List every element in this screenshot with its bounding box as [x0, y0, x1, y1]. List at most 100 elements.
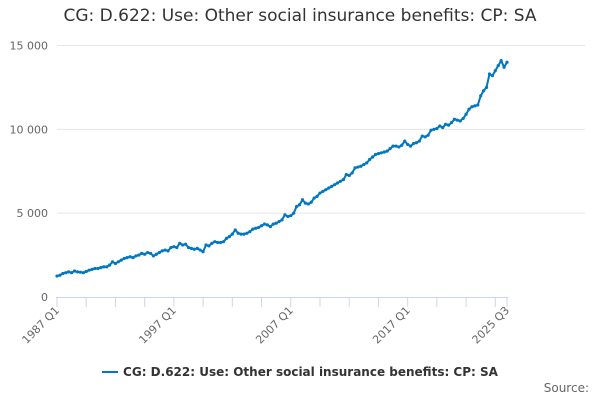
data-point	[154, 252, 158, 256]
data-point	[484, 85, 489, 90]
data-point	[289, 214, 293, 218]
data-point	[122, 256, 126, 261]
legend-label: CG: D.622: Use: Other social insurance b…	[123, 365, 498, 379]
data-point	[292, 211, 296, 215]
data-point	[473, 104, 477, 108]
data-point	[131, 255, 135, 260]
data-point	[145, 250, 150, 255]
data-point	[321, 189, 325, 193]
data-point	[172, 245, 176, 249]
data-point	[338, 179, 343, 183]
data-point	[444, 122, 448, 126]
data-point	[332, 183, 337, 187]
data-point	[312, 196, 316, 200]
data-point	[420, 134, 424, 138]
legend-line-symbol-icon	[102, 370, 119, 373]
legend-item[interactable]: CG: D.622: Use: Other social insurance b…	[0, 365, 600, 379]
data-point	[110, 260, 115, 264]
data-point	[189, 246, 194, 250]
data-point	[394, 144, 398, 148]
data-point	[105, 265, 109, 269]
data-point	[324, 188, 328, 192]
data-point	[455, 118, 459, 122]
data-point	[423, 135, 427, 139]
data-point	[55, 274, 59, 278]
data-point	[143, 252, 147, 256]
y-tick-label: 0	[41, 291, 48, 304]
data-point	[356, 165, 360, 169]
data-point	[227, 235, 232, 239]
data-point	[359, 164, 363, 168]
data-point	[441, 126, 445, 130]
data-point	[151, 254, 156, 258]
data-point	[373, 152, 378, 157]
data-point	[81, 271, 85, 275]
data-point	[181, 243, 185, 247]
data-point	[280, 218, 284, 222]
data-point	[160, 249, 164, 253]
data-point	[274, 221, 278, 225]
data-point	[183, 242, 188, 246]
data-point	[224, 236, 229, 240]
data-point	[257, 225, 261, 230]
data-point	[93, 266, 97, 271]
data-point	[102, 265, 106, 269]
data-point	[297, 203, 302, 207]
data-point	[262, 222, 267, 226]
x-tick-label: 2007 Q1	[253, 304, 296, 347]
data-point	[99, 266, 103, 270]
data-point	[479, 94, 483, 98]
data-point	[163, 248, 167, 252]
data-point	[175, 245, 179, 250]
chart-title: CG: D.622: Use: Other social insurance b…	[63, 6, 537, 26]
data-point	[236, 231, 240, 235]
data-point	[221, 240, 226, 244]
data-point	[505, 60, 509, 64]
data-point	[370, 155, 375, 159]
data-point	[178, 241, 182, 245]
data-point	[435, 126, 439, 131]
data-point	[140, 251, 144, 256]
data-point	[213, 240, 217, 244]
data-point	[148, 251, 153, 256]
source-label: Source:	[543, 381, 589, 395]
data-point	[414, 141, 419, 145]
data-point	[327, 186, 331, 190]
data-point	[449, 121, 454, 125]
data-point	[233, 228, 237, 232]
data-point	[277, 219, 281, 224]
data-point	[230, 232, 234, 236]
data-point	[365, 161, 369, 165]
data-point	[239, 232, 243, 236]
data-point	[467, 107, 471, 111]
data-point	[458, 119, 462, 123]
data-point	[397, 145, 401, 149]
data-point	[417, 139, 421, 143]
data-point	[271, 222, 275, 226]
data-point	[58, 273, 62, 277]
data-point	[496, 64, 500, 68]
data-point	[502, 65, 506, 69]
x-tick-label: 2017 Q1	[370, 304, 413, 347]
data-point	[482, 89, 486, 93]
data-point	[107, 263, 112, 267]
data-point	[341, 178, 345, 182]
data-point	[169, 245, 173, 250]
data-point	[470, 105, 474, 109]
data-point	[330, 184, 334, 188]
x-tick-label: 2025 Q3	[470, 304, 513, 347]
data-point	[192, 247, 196, 251]
data-point	[432, 127, 436, 131]
data-point	[248, 230, 252, 234]
data-point	[318, 191, 322, 195]
data-point	[464, 112, 468, 116]
data-point	[461, 116, 465, 121]
data-point	[125, 255, 129, 260]
data-point	[198, 248, 202, 252]
data-point	[403, 139, 407, 143]
data-point	[286, 214, 290, 219]
data-point	[283, 213, 287, 217]
data-point	[388, 147, 392, 151]
data-point	[204, 243, 208, 247]
data-point	[303, 201, 307, 205]
